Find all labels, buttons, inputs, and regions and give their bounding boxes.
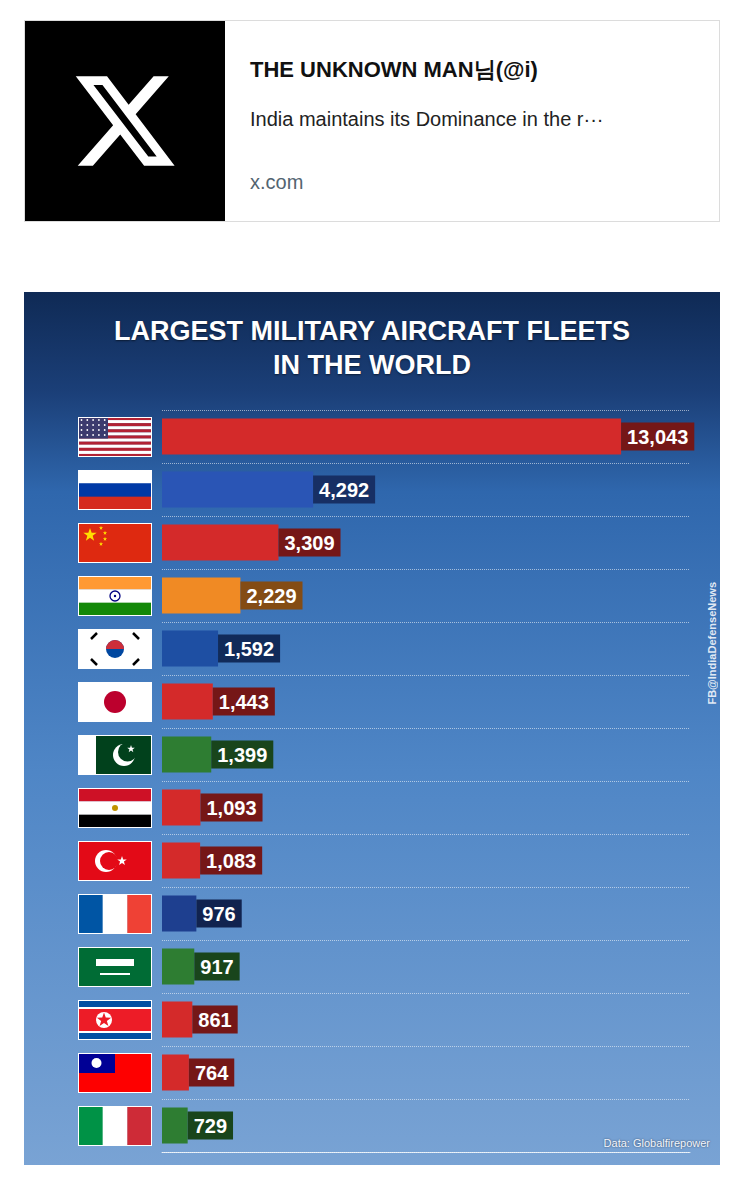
svg-text:1,083: 1,083 xyxy=(206,850,256,872)
svg-text:13,043: 13,043 xyxy=(627,426,688,448)
svg-text:3,309: 3,309 xyxy=(284,532,334,554)
svg-text:917: 917 xyxy=(200,956,233,978)
svg-text:764: 764 xyxy=(195,1062,229,1084)
html-text:THE UNKNOWN MAN님(@i): THE UNKNOWN MAN님(@i) xyxy=(250,57,538,82)
svg-text:729: 729 xyxy=(194,1115,227,1137)
svg-text:4,292: 4,292 xyxy=(319,479,369,501)
html-text:FB@IndiaDefenseNews: FB@IndiaDefenseNews xyxy=(706,582,718,705)
svg-text:861: 861 xyxy=(198,1009,231,1031)
svg-text:1,093: 1,093 xyxy=(206,797,256,819)
html-text:India maintains its Dominance: India maintains its Dominance in the r··… xyxy=(250,108,604,130)
svg-text:2,229: 2,229 xyxy=(246,585,296,607)
html-text:LARGEST MILITARY AIRCRAFT FLEE: LARGEST MILITARY AIRCRAFT FLEETS IN THE … xyxy=(114,316,630,380)
svg-text:1,443: 1,443 xyxy=(219,691,269,713)
svg-text:976: 976 xyxy=(202,903,235,925)
svg-text:1,592: 1,592 xyxy=(224,638,274,660)
html-text:Data: Globalfirepower: Data: Globalfirepower xyxy=(603,1137,710,1149)
html-text:x.com: x.com xyxy=(250,171,304,193)
svg-text:1,399: 1,399 xyxy=(217,744,267,766)
